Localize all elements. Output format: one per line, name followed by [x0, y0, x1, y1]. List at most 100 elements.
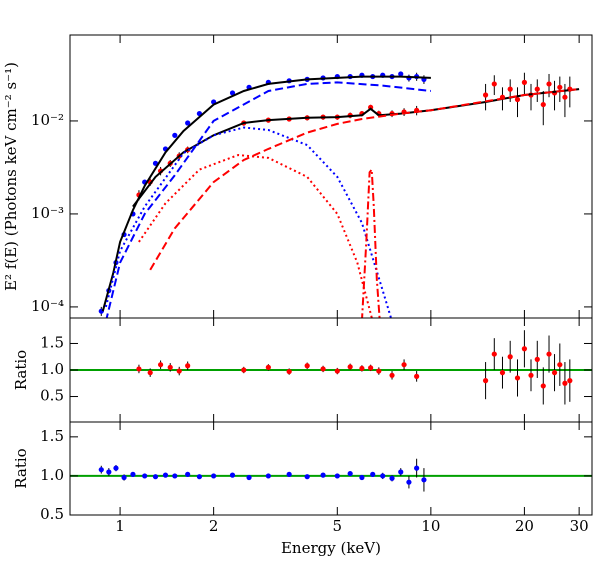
- x-tick-label: 10: [421, 517, 440, 535]
- data-point: [98, 467, 104, 473]
- plot-area: [70, 458, 592, 492]
- data-point: [398, 71, 404, 77]
- model-line: [101, 75, 431, 312]
- data-point: [482, 92, 489, 98]
- x-axis-label: Energy (keV): [281, 539, 381, 557]
- y-axis-label: Ratio: [12, 350, 30, 390]
- data-point: [106, 469, 112, 475]
- data-point: [499, 370, 506, 376]
- data-point: [414, 373, 420, 379]
- x-tick-label: 2: [209, 517, 219, 535]
- data-point: [562, 380, 568, 386]
- y-tick-label: 1.0: [40, 360, 64, 378]
- data-point: [304, 363, 310, 369]
- y-tick-label: 10⁻⁴: [31, 297, 64, 315]
- model-line: [361, 166, 381, 318]
- data-point: [334, 473, 340, 479]
- data-point: [557, 362, 563, 368]
- data-point: [401, 362, 407, 368]
- data-point: [359, 474, 365, 481]
- data-point: [546, 351, 552, 357]
- data-point: [142, 473, 148, 479]
- data-point: [557, 84, 563, 90]
- data-point: [414, 465, 420, 471]
- data-point: [491, 351, 497, 357]
- y-tick-label: 1.0: [40, 466, 64, 484]
- x-tick-label: 20: [515, 517, 534, 535]
- data-point: [398, 469, 404, 475]
- data-point: [320, 472, 326, 478]
- x-tick-label: 5: [333, 517, 343, 535]
- data-point: [347, 470, 353, 477]
- plot-area: [70, 330, 592, 405]
- data-point: [359, 365, 365, 372]
- data-point: [389, 475, 395, 481]
- y-tick-label: 10⁻²: [31, 111, 64, 129]
- y-axis-label: E² f(E) (Photons keV cm⁻² s⁻¹): [2, 62, 20, 291]
- data-point: [421, 477, 427, 483]
- data-point: [528, 372, 534, 378]
- data-point: [370, 471, 376, 477]
- data-point: [211, 473, 217, 479]
- data-point: [113, 465, 119, 471]
- data-point: [491, 81, 497, 87]
- model-line: [138, 153, 373, 318]
- x-tick-label: 1: [115, 517, 125, 535]
- data-point: [406, 479, 412, 485]
- y-tick-label: 0.5: [40, 505, 64, 523]
- data-point: [507, 354, 513, 360]
- data-point: [376, 368, 382, 374]
- data-point: [162, 472, 169, 478]
- data-point: [157, 362, 164, 368]
- data-point: [121, 474, 127, 481]
- data-point: [265, 473, 271, 479]
- data-point: [246, 474, 252, 481]
- data-point: [172, 132, 178, 138]
- data-point: [176, 368, 182, 374]
- data-point: [147, 370, 153, 376]
- data-point: [347, 364, 353, 370]
- plot-area: [98, 71, 580, 318]
- data-point: [507, 86, 513, 92]
- data-point: [304, 474, 310, 480]
- data-point: [389, 372, 395, 378]
- data-point: [196, 474, 203, 480]
- data-point: [567, 378, 573, 384]
- y-tick-label: 0.5: [40, 387, 64, 405]
- y-tick-label: 10⁻³: [31, 204, 64, 222]
- data-point: [229, 90, 236, 96]
- panel-frame: [69, 421, 593, 516]
- data-point: [286, 368, 292, 375]
- data-point: [172, 473, 178, 479]
- data-point: [130, 471, 136, 477]
- y-tick-label: 1.5: [40, 427, 64, 445]
- data-point: [152, 474, 159, 480]
- data-point: [185, 120, 191, 126]
- data-point: [185, 471, 191, 477]
- data-point: [562, 94, 568, 100]
- model-line: [132, 88, 580, 208]
- data-point: [514, 375, 521, 381]
- data-point: [229, 472, 236, 478]
- data-point: [534, 86, 540, 92]
- data-point: [334, 368, 340, 374]
- data-point: [241, 367, 247, 373]
- model-line: [149, 88, 580, 271]
- data-point: [136, 366, 142, 372]
- data-point: [514, 96, 521, 103]
- data-point: [265, 364, 271, 370]
- data-point: [534, 356, 540, 362]
- data-point: [482, 378, 489, 384]
- model-line: [105, 81, 432, 318]
- data-point: [185, 363, 191, 369]
- y-tick-label: 1.5: [40, 333, 64, 351]
- data-point: [540, 383, 546, 389]
- data-point: [551, 370, 558, 376]
- y-axis-label: Ratio: [12, 448, 30, 488]
- data-point: [521, 79, 528, 85]
- data-point: [521, 346, 528, 352]
- data-point: [380, 473, 386, 479]
- data-point: [546, 81, 552, 87]
- data-point: [320, 366, 326, 372]
